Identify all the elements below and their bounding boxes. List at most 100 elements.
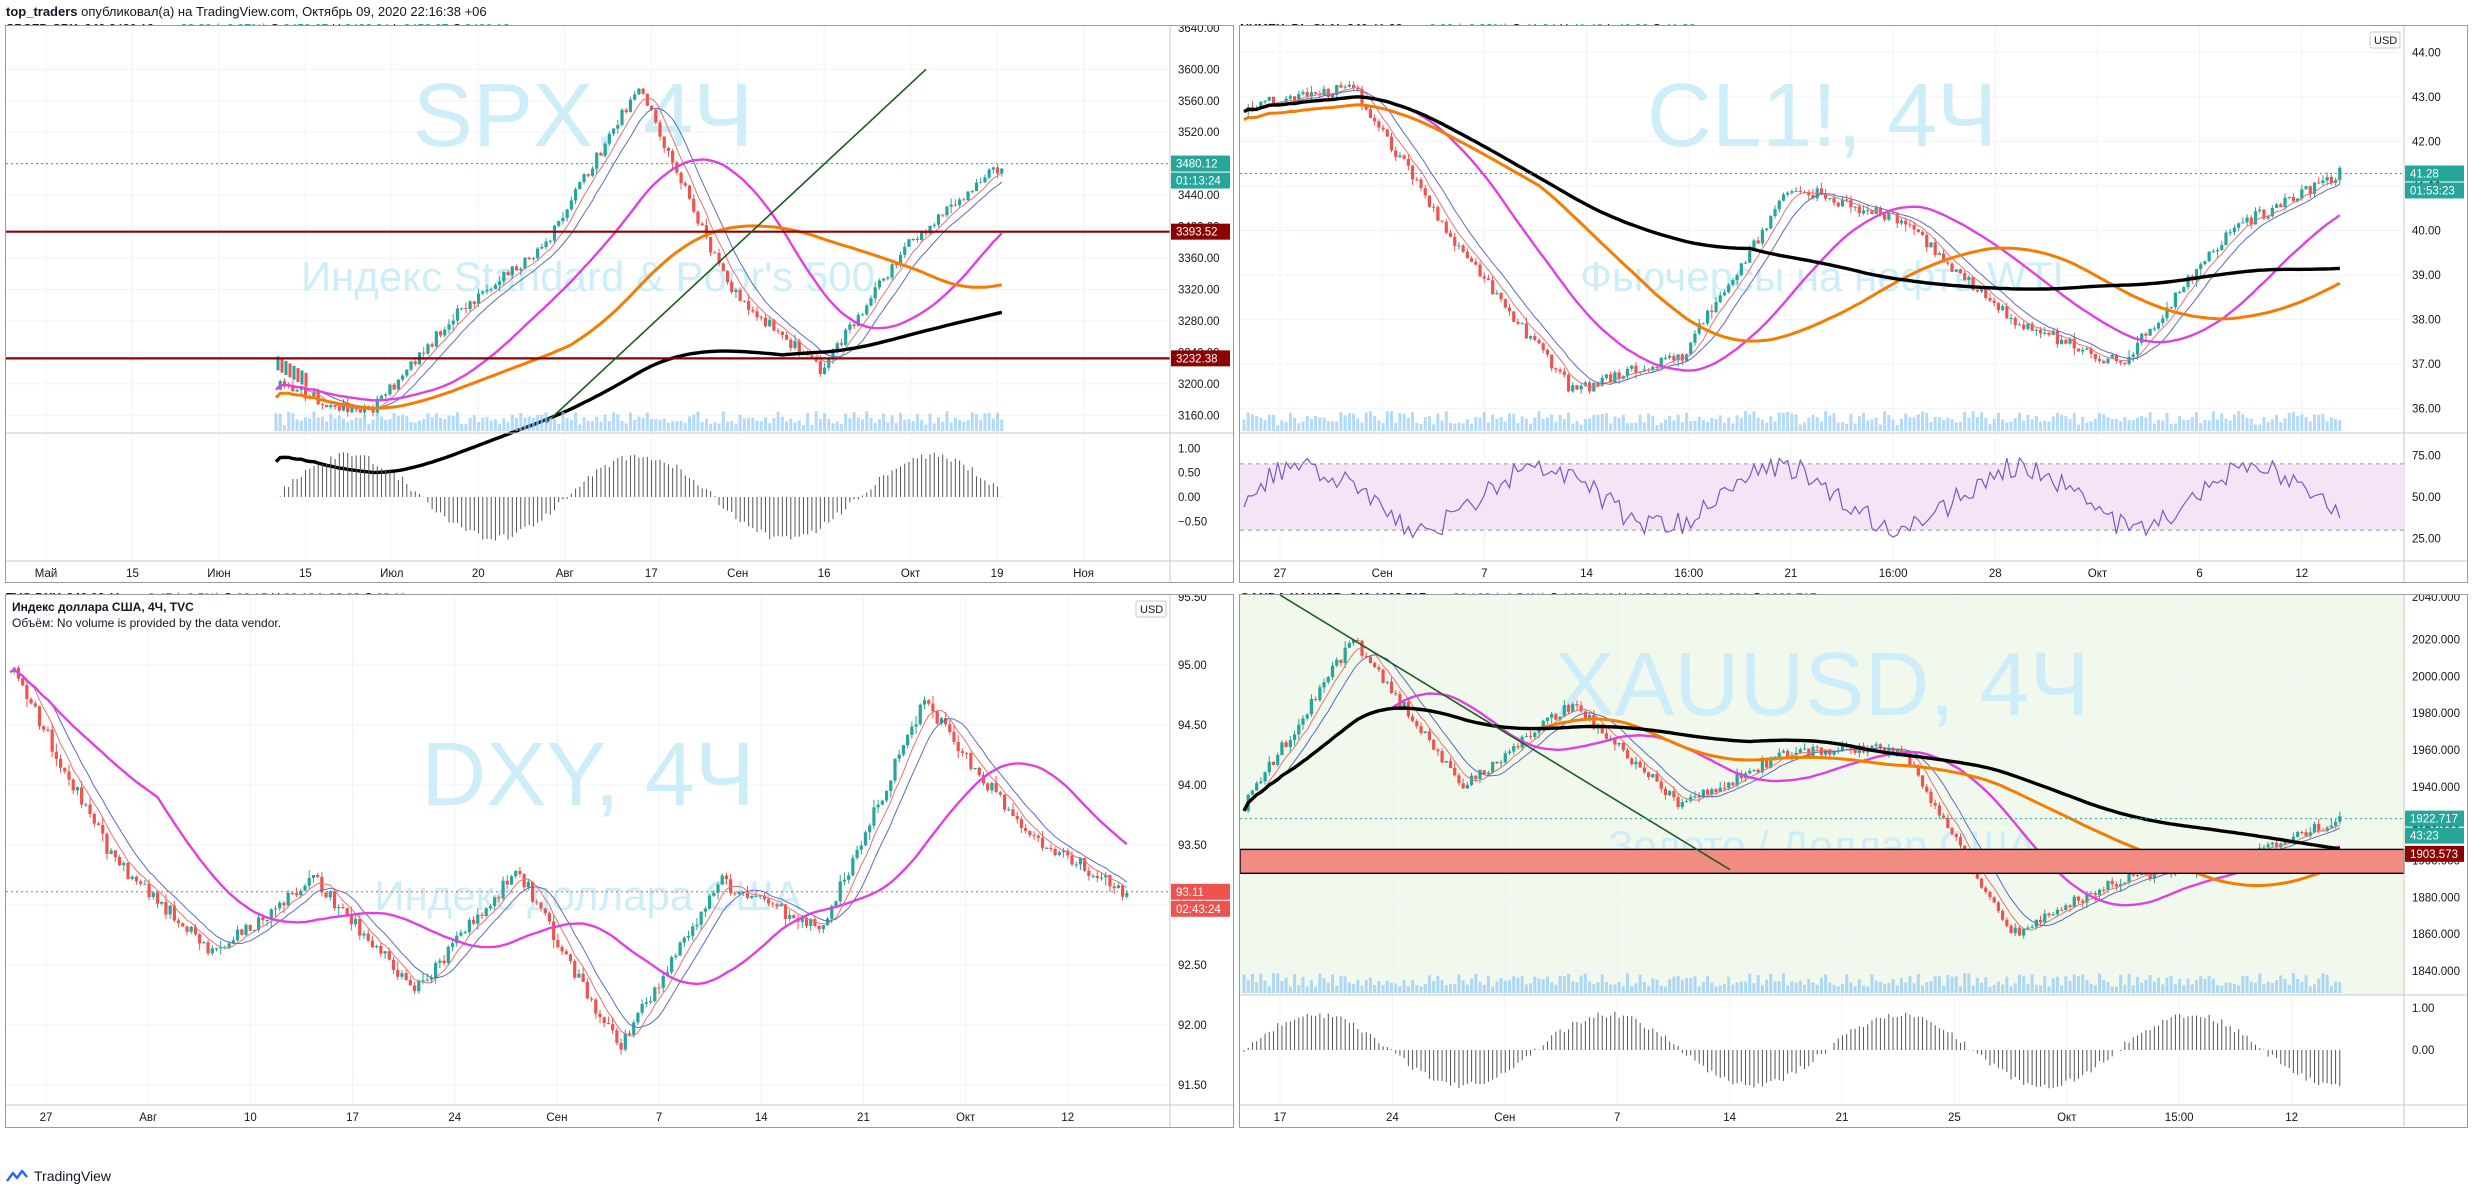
candle-body bbox=[1057, 852, 1061, 856]
candle-body bbox=[1007, 809, 1011, 811]
trend-line[interactable] bbox=[545, 68, 927, 424]
volume-bar bbox=[1259, 417, 1263, 431]
candle-body bbox=[860, 314, 865, 316]
chart-svg-dxy[interactable]: 95.0094.5094.0093.5093.0092.5092.0091.50… bbox=[6, 595, 1234, 1128]
candle-body bbox=[1887, 747, 1891, 754]
candle-body bbox=[139, 881, 143, 884]
price-tag-timer: 01:53:23 bbox=[2405, 182, 2464, 199]
candle-body bbox=[1714, 302, 1718, 313]
volume-bar bbox=[666, 422, 670, 431]
support-zone[interactable] bbox=[1240, 848, 2405, 875]
volume-bar bbox=[548, 417, 552, 431]
volume-bar bbox=[1857, 416, 1861, 431]
volume-bar bbox=[1710, 417, 1714, 431]
volume-bar bbox=[1335, 421, 1339, 431]
volume-bar bbox=[2203, 979, 2207, 993]
candle-body bbox=[1975, 872, 1979, 879]
volume-bar bbox=[1305, 986, 1309, 993]
chart-svg-xau[interactable]: 2020.0002000.0001980.0001960.0001940.000… bbox=[1240, 595, 2468, 1128]
candle-body bbox=[1756, 769, 1760, 773]
volume-bar bbox=[2245, 417, 2249, 431]
currency-badge[interactable]: USD bbox=[2369, 31, 2401, 49]
chart-panel-spx[interactable]: 3600.003560.003520.003480.003440.003400.… bbox=[5, 25, 1234, 583]
candle-body bbox=[434, 962, 438, 978]
watermark-title: CL1!, 4Ч bbox=[1647, 66, 1997, 166]
volume-bar bbox=[1613, 984, 1617, 993]
volume-bar bbox=[1567, 973, 1571, 993]
volume-bar bbox=[2030, 974, 2034, 993]
candle-body bbox=[2161, 318, 2165, 323]
candle-body bbox=[945, 206, 949, 216]
candle-body bbox=[939, 718, 943, 724]
candle-body bbox=[67, 771, 71, 780]
volume-bar bbox=[1276, 973, 1280, 993]
candle-body bbox=[2043, 913, 2047, 923]
volume-bar bbox=[945, 411, 949, 431]
volume-bar bbox=[1427, 416, 1431, 431]
candle-body bbox=[295, 389, 299, 392]
moving-average-line bbox=[1243, 89, 2341, 385]
moving-average-line bbox=[275, 98, 1003, 411]
candle-body bbox=[565, 209, 569, 218]
chart-svg-spx[interactable]: 3600.003560.003520.003480.003440.003400.… bbox=[6, 26, 1234, 583]
candle-body bbox=[1364, 655, 1368, 657]
author-name[interactable]: top_traders bbox=[6, 4, 78, 19]
candle-body bbox=[1271, 761, 1276, 765]
chart-panel-dxy[interactable]: 95.0094.5094.0093.5093.0092.5092.0091.50… bbox=[5, 594, 1234, 1128]
candle-body bbox=[1861, 210, 1866, 214]
volume-bar bbox=[1436, 413, 1440, 431]
candle-body bbox=[1520, 323, 1524, 325]
volume-bar bbox=[1503, 980, 1507, 993]
candle-body bbox=[1415, 179, 1419, 181]
candle-body bbox=[1259, 101, 1263, 109]
candle-body bbox=[1946, 262, 1950, 264]
volume-bar bbox=[1722, 983, 1726, 993]
volume-bar bbox=[1916, 973, 1920, 993]
volume-bar bbox=[2072, 412, 2076, 431]
candle-body bbox=[143, 883, 147, 885]
chart-panel-xau[interactable]: 2020.000 2000.000 1980.000 1960.000 1940.000… bbox=[1239, 594, 2468, 1128]
price-tag-last: 1922.717 bbox=[2405, 810, 2464, 827]
candle-body bbox=[2199, 264, 2203, 270]
volume-bar bbox=[2043, 976, 2047, 993]
volume-bar bbox=[523, 417, 527, 431]
volume-bar bbox=[1415, 422, 1419, 431]
candle-body bbox=[994, 782, 998, 793]
volume-bar bbox=[1832, 413, 1836, 431]
currency-badge[interactable]: USD bbox=[1135, 600, 1167, 618]
candle-body bbox=[1288, 96, 1292, 99]
candle-body bbox=[509, 876, 514, 885]
volume-bar bbox=[806, 412, 810, 431]
currency-badge-bg bbox=[1135, 600, 1167, 618]
volume-bar bbox=[1630, 986, 1634, 993]
volume-bar bbox=[818, 418, 822, 431]
volume-bar bbox=[1693, 420, 1697, 431]
watermark-title: DXY, 4Ч bbox=[421, 725, 755, 825]
candle-body bbox=[1335, 659, 1339, 666]
volume-bar bbox=[2072, 974, 2076, 993]
price-tick-label: 94.50 bbox=[1178, 720, 1207, 732]
candle-body bbox=[2076, 348, 2081, 352]
time-tick-label: 7 bbox=[1614, 1112, 1620, 1124]
candle-body bbox=[2283, 841, 2287, 844]
chart-svg-cl[interactable]: 44.0043.0042.0041.0040.0039.0038.0037.00… bbox=[1240, 26, 2468, 583]
candle-body bbox=[1423, 731, 1427, 733]
candle-body bbox=[536, 248, 540, 259]
volume-bar bbox=[1655, 424, 1659, 431]
volume-bar bbox=[1588, 418, 1592, 431]
volume-bar bbox=[890, 415, 894, 431]
candle-body bbox=[1288, 740, 1292, 748]
candle-body bbox=[1878, 207, 1882, 215]
candle-body bbox=[658, 122, 662, 137]
candle-body bbox=[1925, 234, 1929, 248]
candle-body bbox=[2317, 182, 2321, 184]
volume-bar bbox=[2123, 416, 2127, 431]
trend-line[interactable] bbox=[1279, 595, 1731, 871]
candle-body bbox=[1419, 179, 1423, 189]
volume-bar bbox=[1929, 421, 1933, 431]
chart-panel-cl[interactable]: 44.0043.0042.0041.0040.0039.0038.0037.00… bbox=[1239, 25, 2468, 583]
volume-bar bbox=[658, 419, 662, 431]
volume-bar bbox=[1398, 413, 1402, 431]
volume-bar bbox=[1482, 412, 1486, 431]
volume-bar bbox=[1339, 412, 1343, 431]
